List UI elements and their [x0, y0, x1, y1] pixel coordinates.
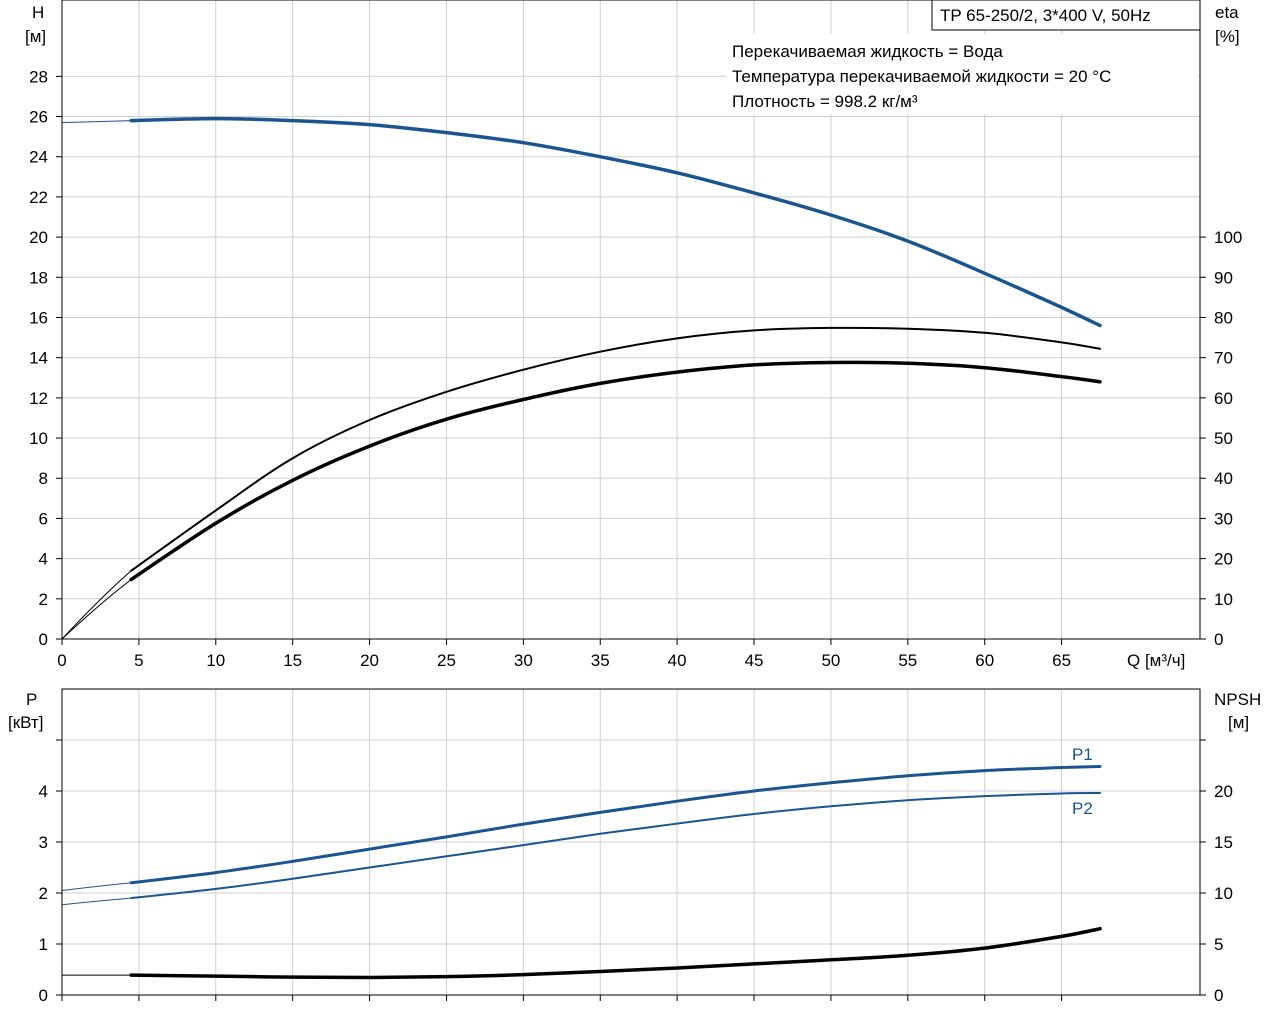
- curve-0-2-lead: [61, 579, 132, 640]
- p2-curve-1-1-lead: [61, 897, 132, 906]
- curve-0-1-lead: [61, 570, 132, 640]
- series-layer: [61, 116, 1102, 980]
- y-left-tick-label: 0: [39, 986, 48, 1005]
- x-tick-label: 30: [514, 651, 533, 670]
- p-axis-label: P: [26, 690, 37, 709]
- title-box-text: TP 65-250/2, 3*400 V, 50Hz: [940, 6, 1151, 25]
- h-axis-unit: [м]: [25, 27, 46, 46]
- curve-0-2: [129, 360, 1102, 582]
- x-tick-label: 35: [591, 651, 610, 670]
- y-right-tick-label: 30: [1214, 509, 1233, 528]
- y-left-tick-label: 10: [29, 429, 48, 448]
- y-left-tick-label: 28: [29, 67, 48, 86]
- y-right-tick-label: 0: [1214, 630, 1223, 649]
- x-tick-label: 40: [668, 651, 687, 670]
- p1-curve-1-0-lead: [61, 882, 132, 891]
- y-right-tick-label: 70: [1214, 349, 1233, 368]
- eta-axis-label: eta: [1215, 3, 1239, 22]
- y-right-tick-label: 15: [1214, 833, 1233, 852]
- y-left-tick-label: 18: [29, 268, 48, 287]
- y-right-tick-label: 20: [1214, 782, 1233, 801]
- eta-axis-unit: [%]: [1215, 27, 1240, 46]
- y-left-tick-label: 4: [39, 550, 48, 569]
- x-tick-label: 15: [283, 651, 302, 670]
- y-right-tick-label: 60: [1214, 389, 1233, 408]
- p1-curve-1-0: [129, 765, 1102, 885]
- y-left-tick-label: 20: [29, 228, 48, 247]
- y-right-tick-label: 100: [1214, 228, 1242, 247]
- x-tick-label: 65: [1052, 651, 1071, 670]
- y-right-tick-label: 40: [1214, 469, 1233, 488]
- p2-curve-1-1: [130, 792, 1101, 900]
- info-line-fluid: Перекачиваемая жидкость = Вода: [732, 42, 1003, 61]
- y-left-tick-label: 22: [29, 188, 48, 207]
- y-right-tick-label: 10: [1214, 884, 1233, 903]
- y-left-tick-label: 8: [39, 469, 48, 488]
- x-tick-label: 60: [975, 651, 994, 670]
- x-tick-label: 45: [745, 651, 764, 670]
- y-right-tick-label: 0: [1214, 986, 1223, 1005]
- curve-0-1: [130, 326, 1101, 572]
- x-tick-label: 55: [898, 651, 917, 670]
- y-left-tick-label: 6: [39, 509, 48, 528]
- y-right-tick-label: 20: [1214, 550, 1233, 569]
- y-right-tick-label: 80: [1214, 308, 1233, 327]
- info-line-density: Плотность = 998.2 кг/м³: [732, 92, 918, 111]
- x-tick-label: 20: [360, 651, 379, 670]
- curve-0-0-lead: [61, 120, 132, 124]
- y-left-tick-label: 26: [29, 108, 48, 127]
- y-left-tick-label: 3: [39, 833, 48, 852]
- y-left-tick-label: 2: [39, 884, 48, 903]
- curve-1-2: [129, 926, 1102, 980]
- x-tick-label: 10: [206, 651, 225, 670]
- series-label-p1: P1: [1072, 745, 1093, 764]
- plot-frame: [61, 0, 1201, 640]
- y-right-tick-label: 90: [1214, 268, 1233, 287]
- y-left-tick-label: 1: [39, 935, 48, 954]
- x-tick-label: 25: [437, 651, 456, 670]
- y-left-tick-label: 14: [29, 349, 48, 368]
- h-axis-label: H: [32, 3, 44, 22]
- x-tick-label: 0: [57, 651, 66, 670]
- q-axis-label: Q [м³/ч]: [1127, 651, 1185, 670]
- title-box: [931, 0, 1201, 31]
- tick-layer: 0 5 10 15 20 25 30 35 40 45 50 55 60 6502468101214161…: [29, 67, 1242, 1005]
- info-panel: [726, 34, 1198, 114]
- y-left-tick-label: 12: [29, 389, 48, 408]
- y-right-tick-label: 10: [1214, 590, 1233, 609]
- y-right-tick-label: 50: [1214, 429, 1233, 448]
- npsh-axis-unit: [м]: [1228, 713, 1249, 732]
- npsh-axis-label: NPSH: [1214, 690, 1261, 709]
- y-left-tick-label: 16: [29, 308, 48, 327]
- y-left-tick-label: 4: [39, 782, 48, 801]
- x-tick-label: 50: [821, 651, 840, 670]
- p-axis-unit: [кВт]: [8, 713, 43, 732]
- curve-0-0: [129, 116, 1102, 328]
- y-left-tick-label: 2: [39, 590, 48, 609]
- series-label-p2: P2: [1072, 799, 1093, 818]
- x-tick-label: 5: [134, 651, 143, 670]
- y-left-tick-label: 24: [29, 148, 48, 167]
- info-line-temperature: Температура перекачиваемой жидкости = 20…: [732, 67, 1111, 86]
- y-right-tick-label: 5: [1214, 935, 1223, 954]
- y-left-tick-label: 0: [39, 630, 48, 649]
